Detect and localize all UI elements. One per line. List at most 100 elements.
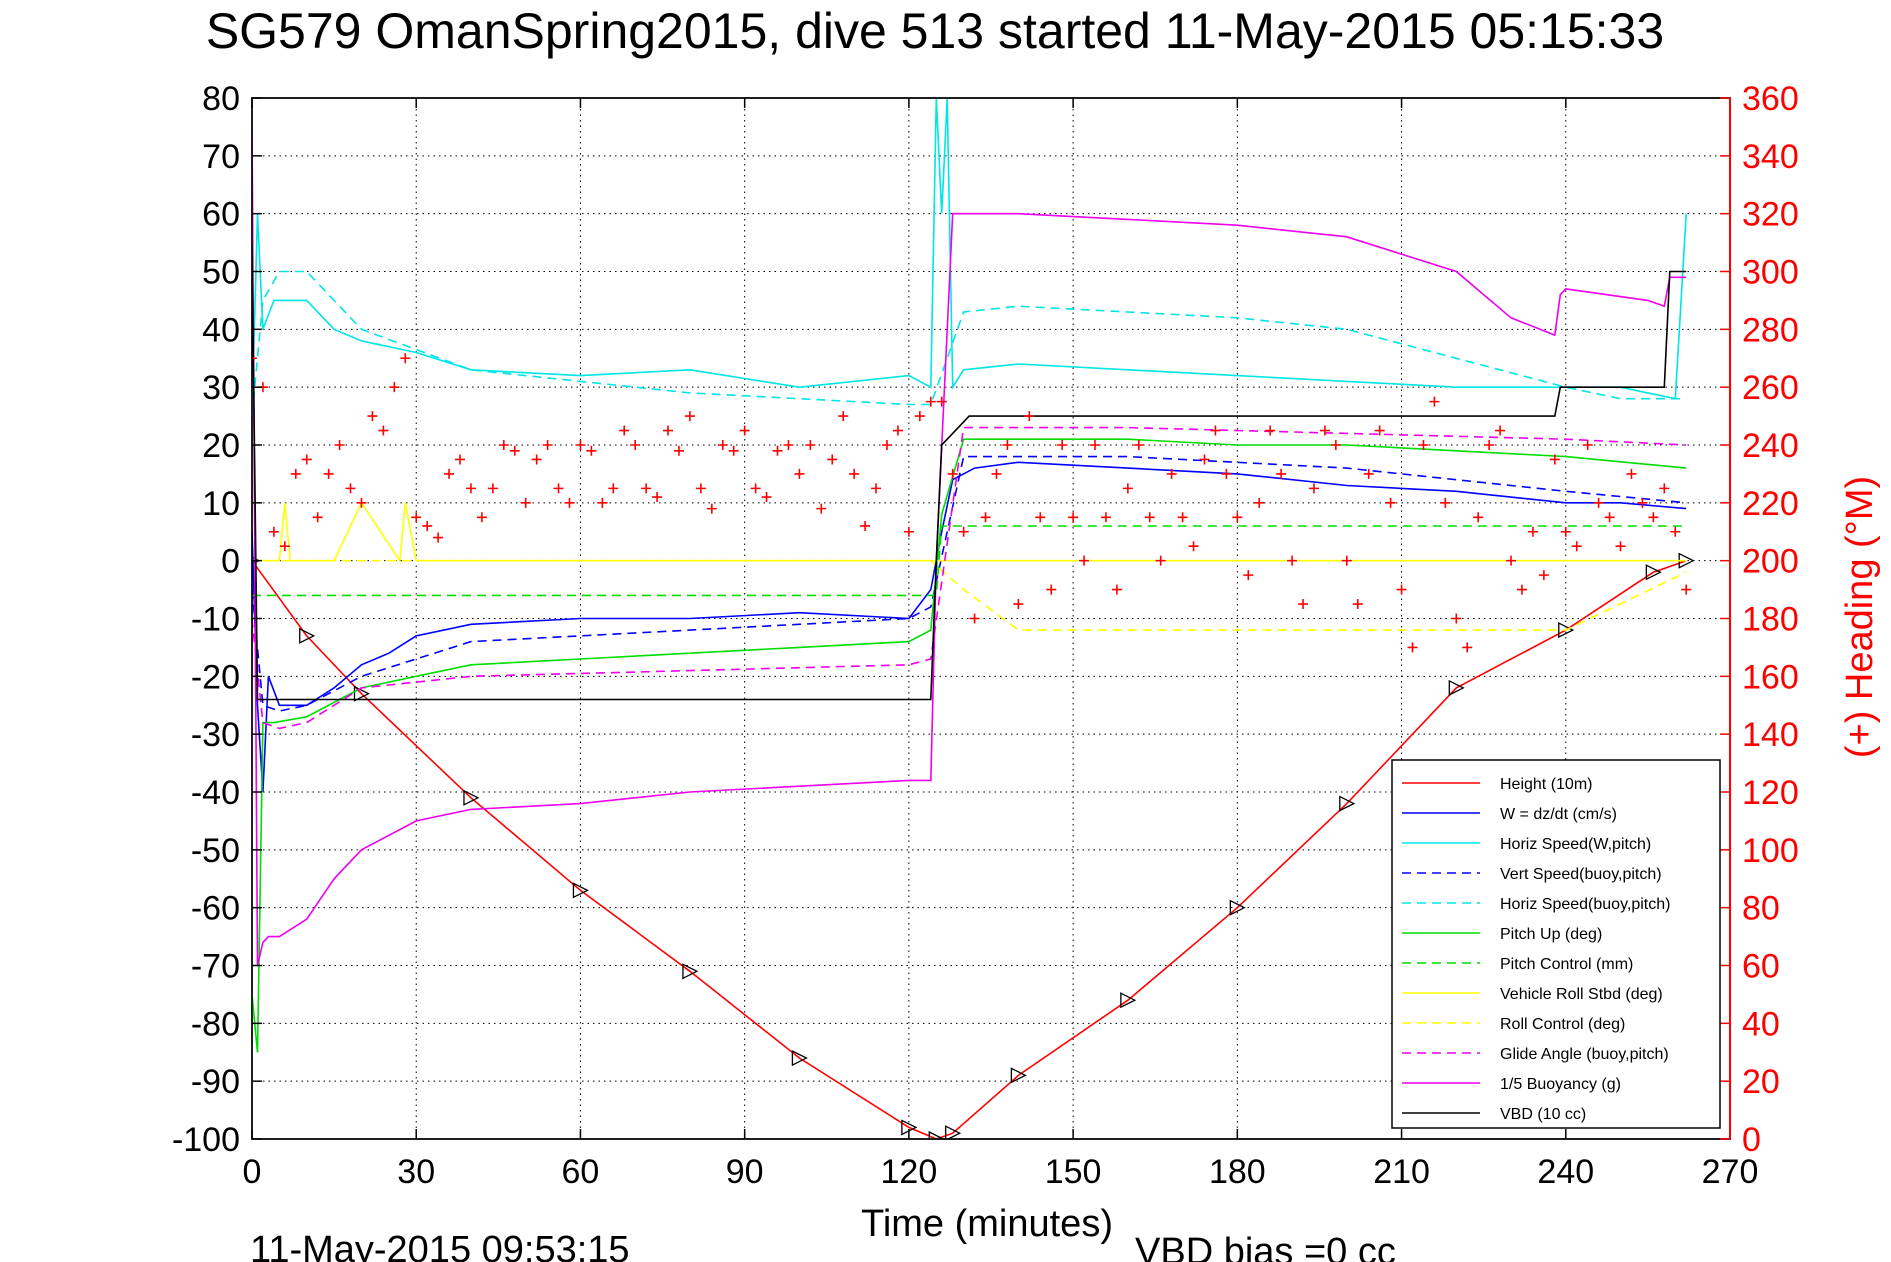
heading-point [1254,497,1265,508]
heading-point [1560,526,1571,537]
heading-point [252,353,257,364]
footer-timestamp: 11-May-2015 09:53:15 [250,1229,630,1262]
legend-box [1391,759,1721,1129]
series-line [252,438,1687,1053]
y-right-tick-label: 300 [1742,254,1799,292]
heading-point [1122,483,1133,494]
heading-point [1057,440,1068,450]
y-left-tick-label: -30 [191,716,240,754]
heading-point [914,411,925,422]
height-marker [1448,679,1465,696]
heading-point [925,396,936,407]
x-tick-label: 180 [1209,1153,1266,1191]
series-group [252,98,1695,1139]
legend-label: VBD (10 cc) [1500,1106,1586,1123]
legend: Height (10m) W = dz/dt (cm/s) Horiz Speed(… [1391,759,1721,1129]
y-right-tick-label: 240 [1742,427,1799,465]
y-left-tick-label: 20 [202,427,240,465]
heading-point [1615,541,1626,552]
heading-point [1659,483,1670,494]
heading-point [1024,411,1035,422]
height-marker [1339,795,1356,812]
height-marker [928,1130,945,1139]
heading-point [1462,642,1473,653]
heading-point [1243,570,1254,581]
heading-point [1385,497,1396,508]
heading-point [323,468,334,479]
y-right-tick-label: 160 [1742,658,1799,696]
y-left-tick-label: 30 [202,369,240,407]
heading-point [980,512,991,523]
heading-point [1221,468,1232,479]
heading-point [1265,425,1276,436]
heading-point [794,468,805,479]
heading-point [1429,396,1440,407]
heading-point [860,520,871,531]
heading-point [706,503,717,514]
y-right-tick-label: 20 [1742,1063,1780,1101]
heading-point [1374,425,1385,436]
heading-point [279,541,290,552]
heading-point [816,503,827,514]
heading-point [1604,512,1615,523]
heading-point [991,468,1002,479]
heading-point [586,445,597,456]
heading-point [871,483,882,494]
legend-label: Pitch Control (mm) [1500,956,1633,973]
legend-label: Roll Control (deg) [1500,1016,1625,1033]
heading-point [312,512,323,523]
y-right-tick-label: 200 [1742,543,1799,581]
heading-point [345,483,356,494]
y-axis-left: 80 70 60 50 40 30 20 10 0 -10 -20 -30 -40 -50 -60 -70 -8… [172,80,262,1159]
y-right-tick-label: 140 [1742,716,1799,754]
series-line [252,461,1687,793]
vbd-bias: VBD bias =0 cc [1135,1231,1396,1262]
heading-point [1440,497,1451,508]
heading-point [542,440,553,450]
heading-point [389,382,400,393]
y-left-tick-label: -80 [191,1005,240,1043]
height-marker [463,789,480,806]
heading-point [673,445,684,456]
heading-point [1111,584,1122,595]
heading-point [1341,555,1352,566]
heading-point [958,526,969,537]
heading-point [1506,555,1517,566]
y-left-tick-label: -20 [191,658,240,696]
heading-point [881,440,892,450]
heading-point [1035,512,1046,523]
heading-point [455,454,466,465]
x-tick-label: 210 [1373,1153,1430,1191]
y-right-tick-label: 340 [1742,138,1799,176]
heading-point [1100,512,1111,523]
heading-point [761,492,772,503]
y-right-tick-label: 80 [1742,890,1780,928]
heading-point [1177,512,1188,523]
heading-point [498,440,509,450]
heading-point [772,445,783,456]
heading-point [520,497,531,508]
heading-point [1013,599,1024,610]
heading-point [619,425,630,436]
series-line [252,270,1687,417]
heading-point [1418,440,1429,450]
heading-point [575,440,586,450]
heading-point [1133,440,1144,450]
x-tick-label: 0 [243,1153,262,1191]
heading-point [1648,512,1659,523]
height-marker [1558,622,1575,639]
legend-items: Height (10m) W = dz/dt (cm/s) Horiz Speed(… [1402,776,1670,1123]
heading-point [1681,584,1692,595]
heading-point [827,454,838,465]
y-right-tick-label: 0 [1742,1121,1761,1159]
legend-label: Height (10m) [1500,776,1592,793]
y-left-tick-label: 0 [221,543,240,581]
heading-point [301,454,312,465]
legend-label: Vert Speed(buoy,pitch) [1500,866,1662,883]
x-axis-label: Time (minutes) [861,1203,1113,1245]
heading-point [1626,468,1637,479]
legend-label: Vehicle Roll Stbd (deg) [1500,986,1663,1003]
heading-point [422,520,433,531]
y-right-tick-label: 180 [1742,601,1799,639]
heading-point [783,440,794,450]
